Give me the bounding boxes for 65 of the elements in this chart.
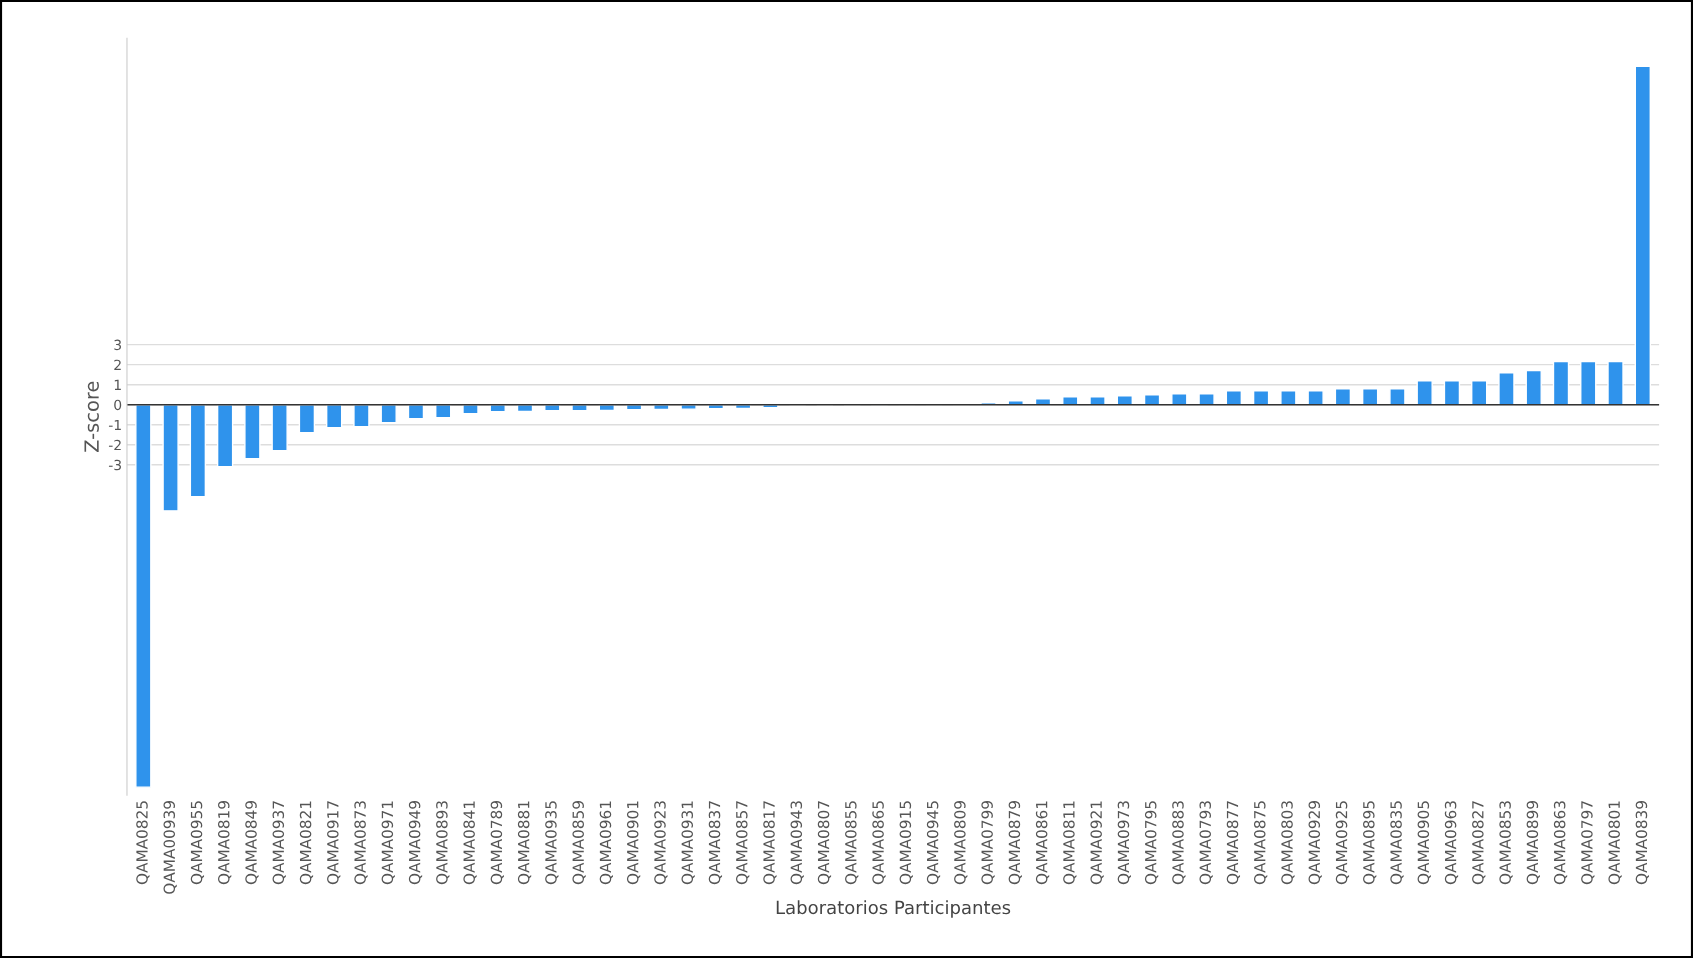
x-tick-label: QAMA0827 <box>1472 801 1486 885</box>
x-tick-label: QAMA0915 <box>899 801 913 885</box>
y-tick-label: -1 <box>108 419 121 431</box>
y-tick-label: 0 <box>114 399 122 411</box>
x-tick-label: QAMA0925 <box>1335 801 1350 885</box>
x-tick-label: QAMA0963 <box>1444 801 1459 885</box>
x-tick-label: QAMA0923 <box>654 801 668 885</box>
x-tick-label: QAMA0793 <box>1199 801 1213 885</box>
x-tick-label: QAMA0875 <box>1253 801 1268 885</box>
x-tick-label: QAMA0879 <box>1008 801 1022 885</box>
x-tick-label: QAMA0797 <box>1581 801 1595 885</box>
x-tick-label: QAMA00939 <box>163 801 177 894</box>
x-tick-label: QAMA0877 <box>1226 801 1241 885</box>
x-tick-label: QAMA0807 <box>817 801 832 885</box>
x-tick-label: QAMA0863 <box>1553 801 1568 885</box>
x-tick-label: QAMA0803 <box>1281 801 1295 885</box>
x-tick-label: QAMA0855 <box>845 801 859 885</box>
x-tick-label: QAMA0799 <box>981 801 995 885</box>
x-axis-title: Laboratorios Participantes <box>776 900 1011 918</box>
x-tick-label: QAMA0949 <box>408 801 423 885</box>
x-tick-label: QAMA0795 <box>1144 801 1159 885</box>
x-tick-label: QAMA0811 <box>1063 801 1077 885</box>
y-tick-label: 1 <box>114 379 121 390</box>
x-tick-label: QAMA0789 <box>490 801 504 885</box>
x-tick-label: QAMA0971 <box>381 801 395 885</box>
x-tick-label: QAMA0859 <box>572 801 586 885</box>
x-tick-label: QAMA0849 <box>245 801 259 885</box>
x-tick-label: QAMA0865 <box>872 801 886 885</box>
x-tick-label: QAMA0943 <box>790 801 804 885</box>
x-tick-label: QAMA0895 <box>1363 801 1377 885</box>
x-tick-label: QAMA0883 <box>1172 801 1186 885</box>
y-tick-label: -2 <box>108 439 121 451</box>
x-tick-label: QAMA0929 <box>1308 801 1322 885</box>
x-tick-label: QAMA0821 <box>299 801 314 885</box>
x-tick-label: QAMA0937 <box>272 801 286 885</box>
x-tick-label: QAMA0921 <box>1090 801 1104 885</box>
x-tick-label: QAMA0825 <box>136 801 150 885</box>
y-tick-label: 3 <box>114 339 121 351</box>
x-tick-label: QAMA0935 <box>545 801 559 885</box>
x-tick-label: QAMA0857 <box>735 801 750 885</box>
x-tick-label: QAMA0873 <box>354 801 368 885</box>
x-tick-label: QAMA0901 <box>626 801 641 885</box>
x-tick-label: QAMA0931 <box>681 801 695 885</box>
x-tick-label: QAMA0881 <box>517 801 532 885</box>
y-axis-title: Z-score <box>84 381 99 452</box>
x-tick-label: QAMA0905 <box>1417 801 1431 885</box>
y-tick-label: -3 <box>108 459 121 471</box>
x-tick-label: QAMA0835 <box>1390 801 1404 885</box>
y-tick-label: 2 <box>114 359 121 370</box>
x-tick-label: QAMA0861 <box>1035 801 1050 885</box>
x-tick-label: QAMA0817 <box>763 801 777 885</box>
x-tick-label: QAMA0853 <box>1499 801 1513 885</box>
x-tick-label: QAMA0837 <box>708 801 723 885</box>
x-tick-label: QAMA0899 <box>1526 801 1540 885</box>
x-tick-label: QAMA0893 <box>436 801 450 885</box>
x-tick-label: QAMA0809 <box>954 801 968 885</box>
x-tick-label: QAMA0961 <box>599 801 613 885</box>
x-tick-label: QAMA0819 <box>218 801 232 885</box>
x-tick-label: QAMA0973 <box>1117 801 1131 885</box>
x-tick-label: QAMA0839 <box>1635 801 1649 885</box>
x-tick-label: QAMA0945 <box>926 801 941 885</box>
x-tick-label: QAMA0955 <box>190 801 205 885</box>
x-tick-label: QAMA0917 <box>327 801 341 885</box>
x-tick-label: QAMA0841 <box>463 801 477 885</box>
x-tick-label: QAMA0801 <box>1608 801 1622 885</box>
